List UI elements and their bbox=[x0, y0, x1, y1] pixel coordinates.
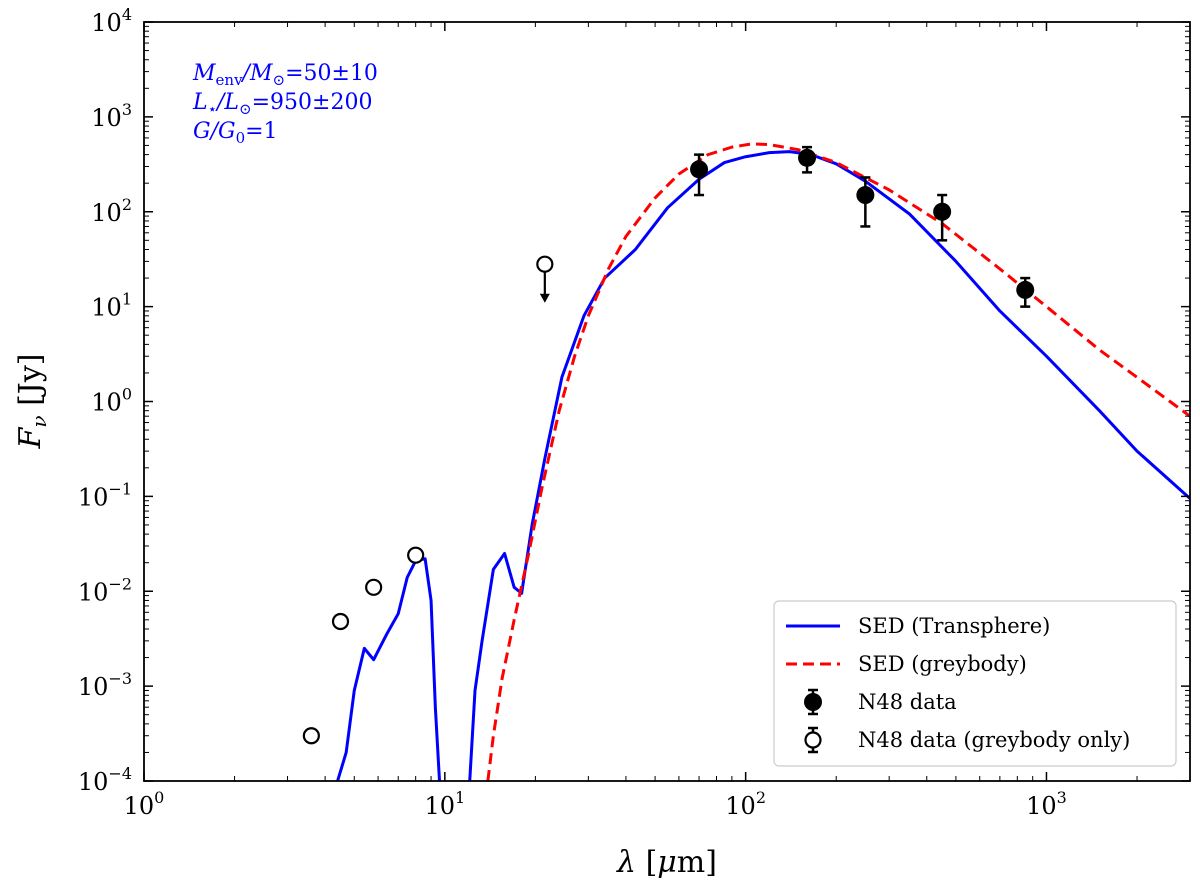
greybody-only-point bbox=[365, 578, 383, 596]
upper-limit-arrow-head bbox=[539, 293, 550, 303]
data-point bbox=[690, 160, 709, 179]
legend-label: SED (Transphere) bbox=[858, 614, 1050, 638]
legend-label: N48 data (greybody only) bbox=[858, 728, 1130, 752]
x-axis-label: λ [μm] bbox=[616, 845, 717, 880]
data-point bbox=[798, 148, 817, 167]
transphere-sed-line bbox=[336, 557, 441, 781]
y-tick-label: 104 bbox=[91, 5, 132, 37]
legend-label: N48 data bbox=[858, 690, 957, 714]
annotation-line: Menv/M⊙=50±10 bbox=[192, 61, 378, 89]
legend-data-marker bbox=[804, 693, 822, 711]
data-point bbox=[933, 202, 952, 221]
x-tick-label: 103 bbox=[1026, 788, 1067, 820]
y-tick-label: 10−1 bbox=[78, 479, 132, 511]
y-tick-label: 102 bbox=[91, 195, 132, 227]
annotation-line: G/G0=1 bbox=[193, 119, 278, 147]
legend-greybody-only-marker bbox=[804, 731, 822, 749]
y-axis-label: Fν [Jy] bbox=[13, 354, 51, 450]
x-tick-label: 102 bbox=[725, 788, 766, 820]
greybody-only-point bbox=[331, 612, 350, 631]
y-tick-label: 103 bbox=[91, 100, 132, 132]
y-tick-label: 101 bbox=[91, 290, 132, 322]
x-tick-label: 100 bbox=[124, 788, 165, 820]
data-point bbox=[1016, 280, 1035, 299]
greybody-only-point bbox=[302, 727, 320, 745]
x-tick-label: 101 bbox=[424, 788, 465, 820]
annotation-line: L⋆/L⊙=950±200 bbox=[192, 90, 372, 118]
upper-limit-point bbox=[536, 255, 554, 273]
y-tick-label: 100 bbox=[91, 385, 132, 417]
y-tick-label: 10−2 bbox=[78, 574, 132, 606]
legend-box bbox=[773, 600, 1177, 767]
y-tick-label: 10−4 bbox=[78, 764, 132, 796]
legend-label: SED (greybody) bbox=[858, 652, 1027, 676]
greybody-only-point bbox=[407, 546, 425, 564]
data-point bbox=[856, 186, 875, 205]
y-tick-label: 10−3 bbox=[78, 669, 132, 701]
